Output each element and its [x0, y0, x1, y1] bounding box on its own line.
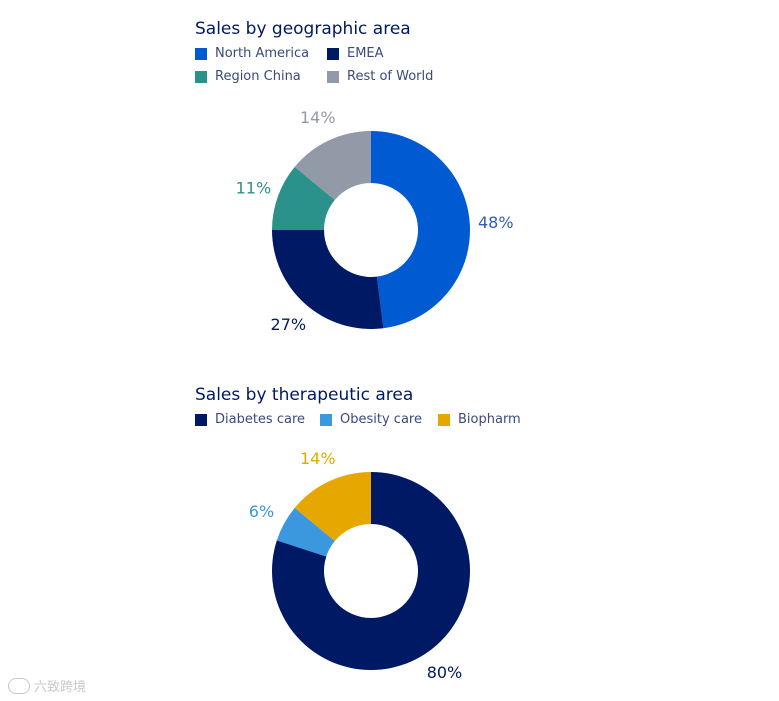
watermark-text: 六致跨境	[34, 680, 87, 695]
legend-item-region-china: Region China	[195, 69, 301, 84]
legend-item-diabetes-care: Diabetes care	[195, 412, 305, 427]
legend-item-biopharm: Biopharm	[438, 412, 521, 427]
legend-swatch-region-china	[195, 70, 207, 83]
legend-item-emea: EMEA	[327, 46, 384, 61]
legend-swatch-diabetes-care	[195, 413, 207, 426]
geographic-donut-chart: 48% 27% 11% 14%	[236, 108, 514, 334]
data-label-rest-of-world: 14%	[300, 108, 336, 127]
legend-swatch-biopharm	[438, 413, 450, 426]
slice-obesity-care	[276, 507, 335, 557]
chart1-legend: North America EMEA Region China Rest of …	[195, 46, 495, 90]
slice-biopharm	[294, 472, 371, 542]
slice-emea	[272, 230, 384, 329]
legend-label: Region China	[215, 69, 301, 84]
legend-item-north-america: North America	[195, 46, 309, 61]
legend-label: Rest of World	[347, 69, 434, 84]
data-label-diabetes-care: 80%	[427, 663, 463, 682]
slice-rest-of-world	[294, 131, 371, 201]
legend-label: North America	[215, 46, 310, 61]
legend-label: EMEA	[347, 46, 384, 61]
chart1-title: Sales by geographic area	[195, 19, 411, 39]
legend-swatch-rest-of-world	[327, 70, 339, 83]
watermark: 六致跨境	[8, 676, 86, 695]
slice-north-america	[371, 131, 471, 329]
watermark-logo-icon	[8, 677, 30, 694]
data-label-north-america: 48%	[478, 213, 514, 232]
data-label-region-china: 11%	[236, 179, 272, 198]
legend-swatch-north-america	[195, 47, 207, 60]
chart2-title: Sales by therapeutic area	[195, 385, 414, 405]
legend-item-rest-of-world: Rest of World	[327, 69, 433, 84]
legend-label: Biopharm	[458, 412, 521, 427]
data-label-obesity-care: 6%	[249, 502, 274, 521]
data-label-biopharm: 14%	[300, 449, 336, 468]
legend-swatch-emea	[327, 47, 339, 60]
legend-label: Diabetes care	[215, 412, 306, 427]
therapeutic-donut-chart: 80% 6% 14%	[249, 449, 470, 682]
slice-diabetes-care	[272, 472, 470, 670]
legend-swatch-obesity-care	[320, 413, 332, 426]
legend-item-obesity-care: Obesity care	[320, 412, 422, 427]
slice-region-china	[272, 166, 335, 230]
legend-label: Obesity care	[340, 412, 422, 427]
data-label-emea: 27%	[271, 315, 307, 334]
chart2-legend: Diabetes care Obesity care Biopharm	[195, 412, 555, 432]
